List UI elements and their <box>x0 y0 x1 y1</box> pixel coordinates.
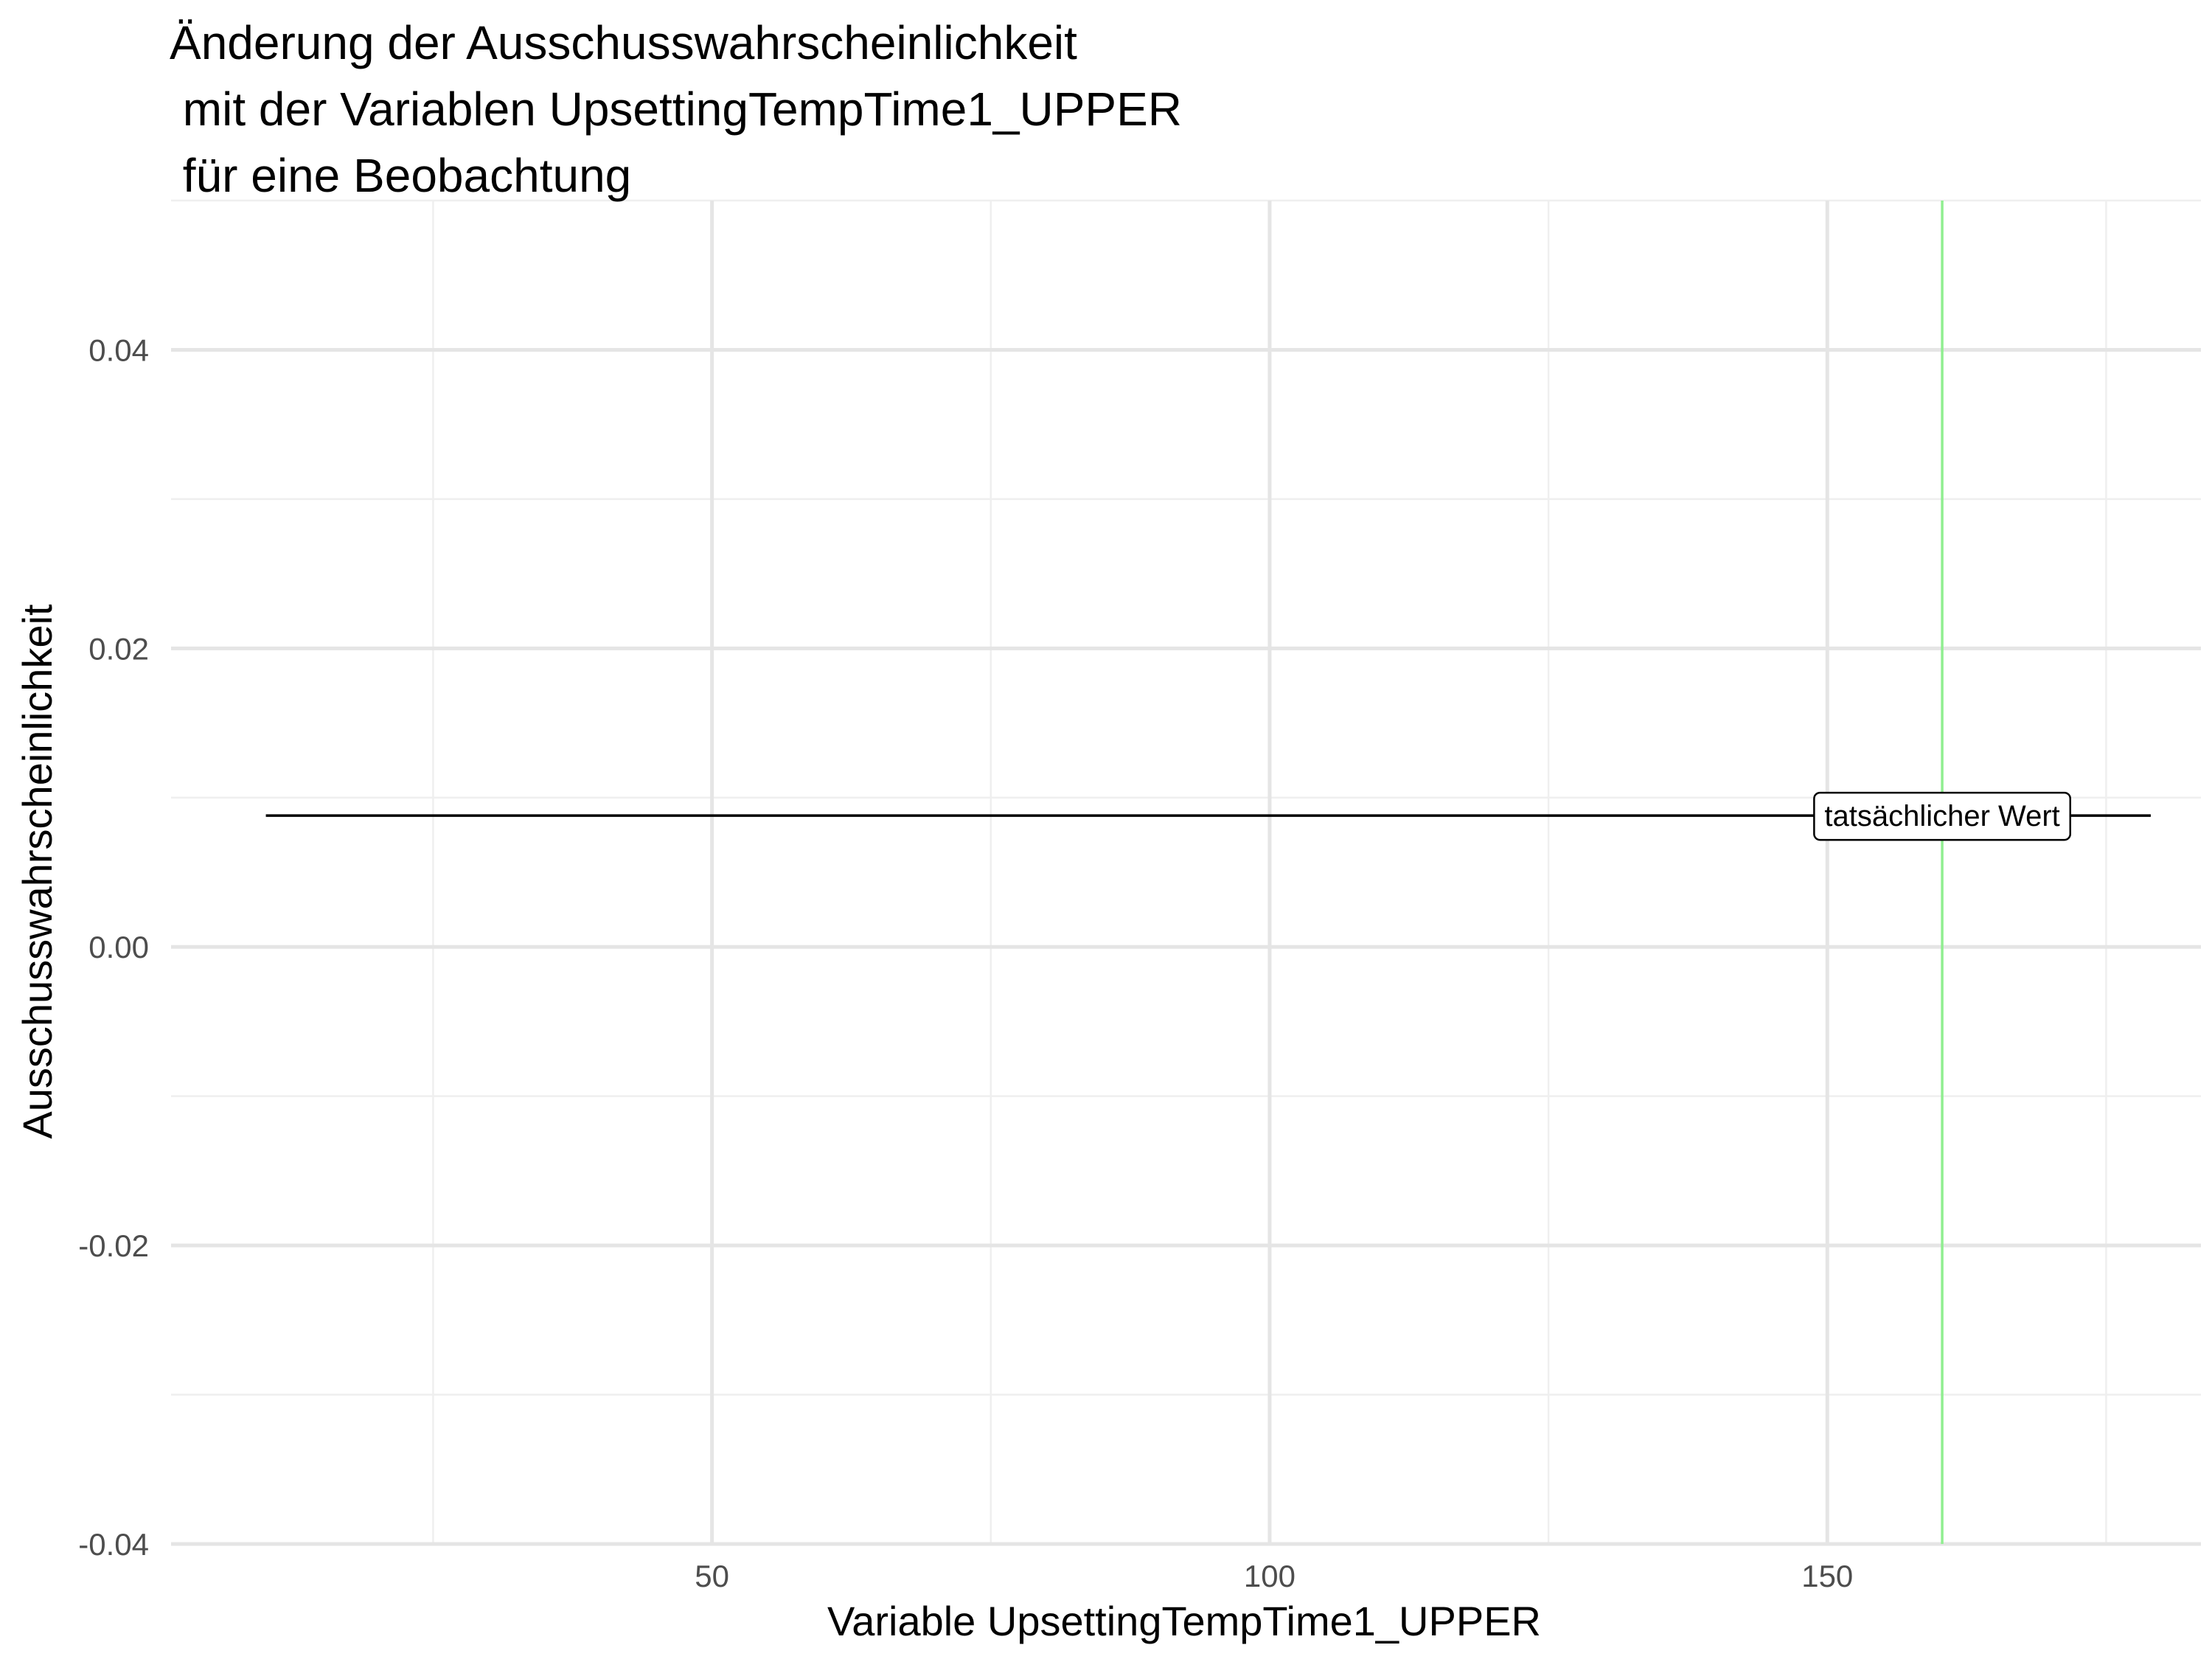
y-tick-label: -0.02 <box>78 1228 149 1263</box>
x-axis-title: Variable UpsettingTempTime1_UPPER <box>827 1598 1541 1644</box>
x-tick-label: 150 <box>1801 1559 1853 1593</box>
y-tick-label: 0.00 <box>88 930 149 964</box>
chart-title-line: für eine Beobachtung <box>170 149 631 202</box>
y-axis-title: Ausschusswahrscheinlichkeit <box>14 604 60 1139</box>
annotation-label: tatsächlicher Wert <box>1824 800 2059 832</box>
y-tick-label: -0.04 <box>78 1527 149 1562</box>
minor-gridlines <box>171 199 2201 1544</box>
annotation-box <box>1813 791 2072 841</box>
x-tick-label: 100 <box>1244 1559 1295 1593</box>
major-gridlines <box>171 201 2201 1546</box>
annotation-layer: tatsächlicher Wert <box>1813 791 2072 841</box>
chart-title: Änderung der Ausschusswahrscheinlichkeit… <box>170 16 1182 202</box>
x-tick-label: 50 <box>695 1559 729 1593</box>
y-tick-label: 0.02 <box>88 631 149 666</box>
x-tick-labels: 50 100 150 <box>695 1559 1853 1593</box>
y-tick-label: 0.04 <box>88 333 149 367</box>
chart-title-line: mit der Variablen UpsettingTempTime1_UPP… <box>170 83 1182 136</box>
y-tick-labels: -0.04 -0.02 0.00 0.02 0.04 <box>78 333 149 1562</box>
chart-title-line: Änderung der Ausschusswahrscheinlichkeit <box>170 16 1077 69</box>
